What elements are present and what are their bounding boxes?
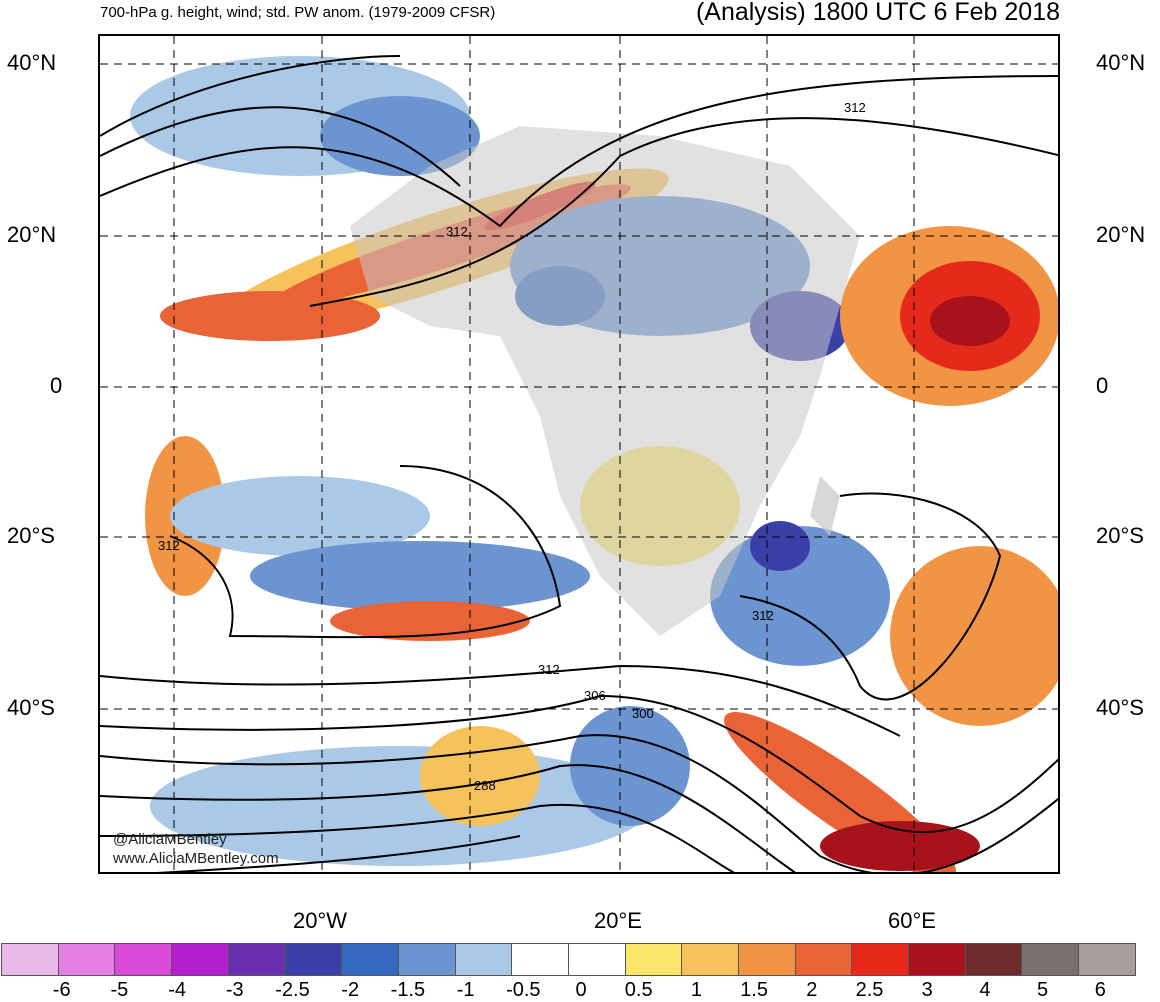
colorbar-swatch xyxy=(681,943,739,976)
lat-label-eq-left: 0 xyxy=(50,373,63,398)
colorbar-swatch xyxy=(1021,943,1080,976)
graticule xyxy=(100,36,1058,872)
lat-label-40n-right: 40°N xyxy=(1096,50,1146,75)
colorbar-tick-label: -0.5 xyxy=(506,979,541,1001)
contour-label: 288 xyxy=(474,778,496,793)
colorbar-tick-label: 0 xyxy=(575,979,587,1001)
colorbar-swatch xyxy=(284,943,343,976)
colorbar-swatch xyxy=(1,943,59,976)
lat-label-20s-left: 20°S xyxy=(7,523,55,548)
credits: @AliciaMBentley www.AliciaMBentley.com xyxy=(113,830,279,868)
colorbar-swatch xyxy=(908,943,966,976)
contour-label: 312 xyxy=(446,224,468,239)
colorbar-tick-label: 0.5 xyxy=(624,979,653,1001)
colorbar-tick-label: 6 xyxy=(1094,979,1106,1001)
colorbar-tick-label: 5 xyxy=(1037,979,1049,1001)
map-svg: 312 312 312 312 312 306 300 288 xyxy=(100,36,1058,872)
contour-label: 312 xyxy=(752,608,774,623)
credits-website: www.AliciaMBentley.com xyxy=(113,850,279,867)
colorbar-tick-label: 4 xyxy=(979,979,991,1001)
colorbar-tick-label: 2 xyxy=(806,979,818,1001)
lat-label-40s-right: 40°S xyxy=(1096,695,1144,720)
colorbar-swatch xyxy=(454,943,513,976)
colorbar-swatch xyxy=(57,943,116,976)
colorbar-swatch xyxy=(624,943,683,976)
colorbar-swatch xyxy=(511,943,569,976)
height-contours xyxy=(100,55,1058,872)
contour-label: 306 xyxy=(584,688,606,703)
colorbar-swatch xyxy=(567,943,626,976)
colorbar-swatch xyxy=(794,943,853,976)
colorbar-tick-label: -1 xyxy=(456,979,475,1001)
colorbar-swatch xyxy=(227,943,286,976)
colorbar-tick-label: -6 xyxy=(52,979,71,1001)
lat-label-eq-right: 0 xyxy=(1096,373,1109,398)
colorbar-tick-label: 3 xyxy=(921,979,933,1001)
colorbar-swatch xyxy=(114,943,173,976)
lat-label-40s-left: 40°S xyxy=(7,695,55,720)
colorbar-swatch xyxy=(964,943,1023,976)
colorbar-swatch xyxy=(171,943,229,976)
colorbar-tick-label: -4 xyxy=(168,979,186,1001)
colorbar xyxy=(1,943,1136,976)
colorbar-swatch xyxy=(737,943,796,976)
colorbar-tick-label: -1.5 xyxy=(390,979,426,1001)
contour-label: 312 xyxy=(538,662,560,677)
map-panel: 312 312 312 312 312 306 300 288 xyxy=(98,34,1060,874)
colorbar-swatch xyxy=(397,943,456,976)
lat-label-20s-right: 20°S xyxy=(1096,523,1144,548)
contour-label-group: 312 312 312 312 312 306 300 288 xyxy=(158,100,866,793)
land-mass xyxy=(350,126,860,636)
contour-label: 300 xyxy=(632,706,654,721)
colorbar-tick-label: -2.5 xyxy=(275,979,310,1001)
lat-label-40n-left: 40°N xyxy=(7,50,57,75)
lon-label-20w: 20°W xyxy=(292,908,348,933)
lat-label-20n-right: 20°N xyxy=(1096,222,1146,247)
contour-label: 312 xyxy=(844,100,866,115)
chart-title-left: 700-hPa g. height, wind; std. PW anom. (… xyxy=(100,4,496,21)
colorbar-tick-label: 1 xyxy=(690,979,702,1001)
colorbar-swatch xyxy=(851,943,909,976)
colorbar-swatch xyxy=(1078,943,1136,976)
contour-label: 312 xyxy=(158,538,180,553)
lat-label-20n-left: 20°N xyxy=(7,222,57,247)
colorbar-tick-label: 2.5 xyxy=(855,979,884,1001)
colorbar-tick-label: -3 xyxy=(225,979,244,1001)
credits-twitter: @AliciaMBentley xyxy=(113,831,227,848)
lon-label-60e: 60°E xyxy=(888,908,936,933)
colorbar-tick-label: -5 xyxy=(110,979,129,1001)
chart-title-right: (Analysis) 1800 UTC 6 Feb 2018 xyxy=(695,0,1060,26)
lon-label-20e: 20°E xyxy=(594,908,642,933)
colorbar-tick-label: -2 xyxy=(341,979,360,1001)
colorbar-swatch xyxy=(341,943,399,976)
colorbar-tick-label: 1.5 xyxy=(740,979,768,1001)
